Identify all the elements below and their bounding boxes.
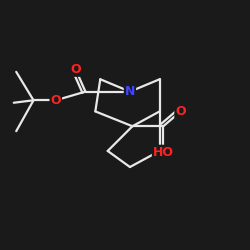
Text: O: O: [50, 94, 61, 107]
Text: O: O: [175, 105, 186, 118]
Text: HO: HO: [153, 146, 174, 159]
Text: N: N: [125, 85, 135, 98]
Text: O: O: [70, 63, 81, 76]
